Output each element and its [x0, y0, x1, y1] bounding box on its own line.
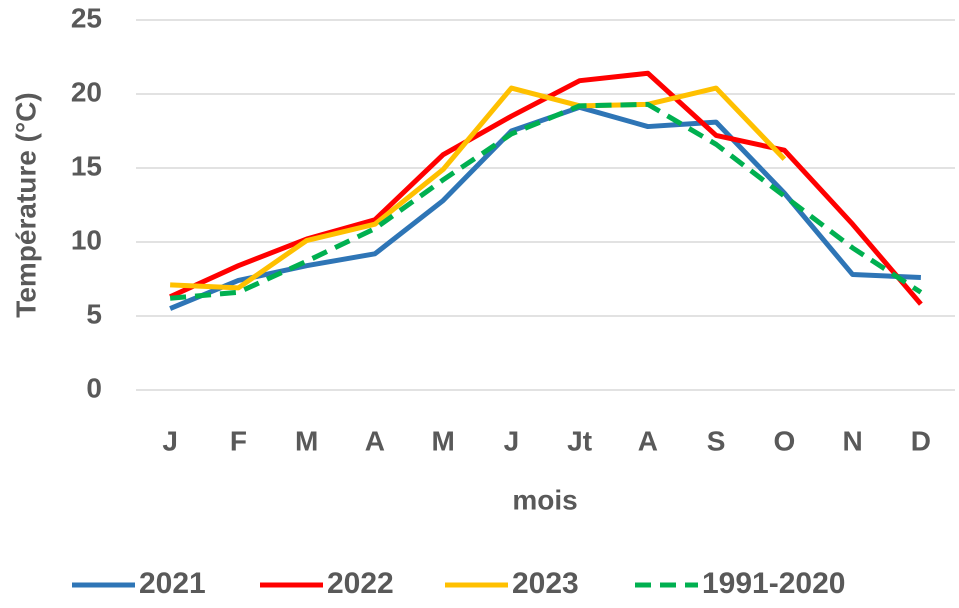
legend-label: 2021 [139, 567, 206, 600]
x-tick-label: Jt [567, 425, 592, 456]
x-tick-label: S [707, 425, 726, 456]
series-line [169, 104, 921, 311]
x-tick-label: D [911, 425, 931, 456]
series-line [170, 85, 787, 291]
x-tick-label: F [230, 425, 247, 456]
y-tick-label: 15 [71, 150, 102, 181]
x-tick-label: A [638, 425, 658, 456]
y-tick-label: 5 [86, 298, 102, 329]
legend-label: 2022 [327, 567, 394, 600]
x-tick-label: N [843, 425, 863, 456]
y-tick-label: 10 [71, 224, 102, 255]
x-tick-label: M [431, 425, 454, 456]
legend-label: 1991-2020 [702, 567, 845, 600]
x-tick-label: J [504, 425, 520, 456]
series-line [169, 101, 923, 301]
x-tick-label: J [162, 425, 178, 456]
x-tick-label: A [365, 425, 385, 456]
x-tick-label: M [295, 425, 318, 456]
legend-label: 2023 [512, 567, 579, 600]
x-tick-label: O [773, 425, 795, 456]
y-tick-label: 25 [71, 2, 102, 33]
x-axis-label: mois [512, 484, 577, 515]
y-tick-label: 20 [71, 76, 102, 107]
y-axis-label: Température (°C) [10, 92, 41, 317]
y-tick-label: 0 [86, 372, 102, 403]
